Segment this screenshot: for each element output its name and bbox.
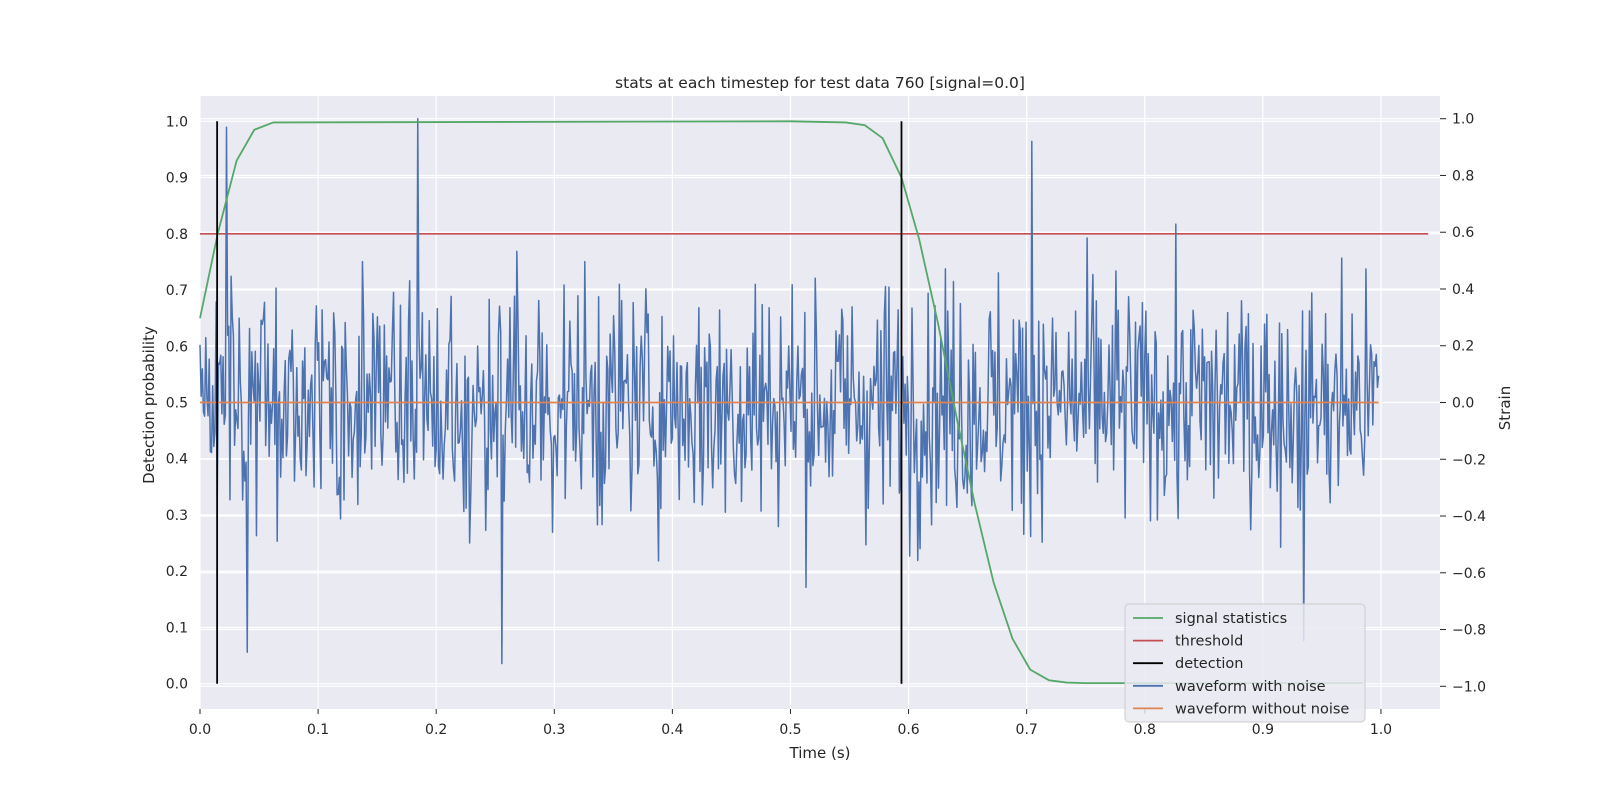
y2-tick-label: −0.8	[1452, 623, 1486, 639]
legend: signal statistics threshold detection wavef…	[1124, 603, 1366, 723]
legend-label: waveform without noise	[1175, 701, 1349, 717]
legend-label: signal statistics	[1175, 611, 1287, 627]
y-tick-label: 0.0	[166, 677, 188, 693]
y-tick-label: 0.7	[166, 283, 188, 299]
x-tick-label: 0.0	[189, 722, 211, 738]
x-tick-label: 0.6	[897, 722, 919, 738]
x-tick-label: 0.8	[1134, 722, 1156, 738]
y2-tick-label: 1.0	[1452, 112, 1474, 128]
y2-tick-label: −0.2	[1452, 452, 1486, 468]
x-axis-label: Time (s)	[789, 744, 851, 762]
chart-title: stats at each timestep for test data 760…	[615, 74, 1025, 92]
y2-tick-label: 0.0	[1452, 396, 1474, 412]
y2-tick-label: −1.0	[1452, 679, 1486, 695]
y-tick-label: 0.1	[166, 620, 188, 636]
y2-tick-label: 0.4	[1452, 282, 1474, 298]
x-tick-label: 0.1	[307, 722, 329, 738]
y2-tick-label: −0.4	[1452, 509, 1486, 525]
y-tick-label: 0.9	[166, 171, 188, 187]
y-tick-labels: 0.0 0.1 0.2 0.3 0.4 0.5 0.6 0.7 0.8 0.9 1.0	[166, 114, 188, 692]
y2-tick-label: −0.6	[1452, 566, 1486, 582]
y-tick-label: 0.8	[166, 227, 188, 243]
legend-label: threshold	[1175, 634, 1243, 650]
y-tick-label: 1.0	[166, 114, 188, 130]
y2-axis-label: Strain	[1496, 386, 1514, 430]
legend-box	[1124, 603, 1366, 723]
y-tick-label: 0.5	[166, 396, 188, 412]
series-layer	[199, 117, 1429, 685]
y2-tick-label: 0.2	[1452, 339, 1474, 355]
x-tick-label: 1.0	[1370, 722, 1392, 738]
y-tick-label: 0.4	[166, 452, 188, 468]
x-tick-label: 0.3	[543, 722, 565, 738]
x-tick-label: 0.5	[779, 722, 801, 738]
y2-tick-labels: −1.0 −0.8 −0.6 −0.4 −0.2 0.0 0.2 0.4 0.6 0.8 1.0	[1452, 112, 1486, 696]
x-tick-label: 0.4	[661, 722, 683, 738]
y2-tick-label: 0.8	[1452, 168, 1474, 184]
signal-statistics-line	[199, 120, 1364, 685]
y-axis-label: Detection probability	[140, 326, 158, 484]
legend-label: waveform with noise	[1175, 679, 1326, 695]
y-tick-label: 0.6	[166, 339, 188, 355]
x-tick-label: 0.7	[1016, 722, 1038, 738]
y-tick-label: 0.2	[166, 564, 188, 580]
y-tick-label: 0.3	[166, 508, 188, 524]
x-tick-labels: 0.0 0.1 0.2 0.3 0.4 0.5 0.6 0.7 0.8 0.9 1.0	[189, 722, 1392, 738]
legend-label: detection	[1175, 656, 1243, 672]
x-tick-label: 0.9	[1252, 722, 1274, 738]
waveform-with-noise-line	[199, 117, 1380, 665]
x-tick-label: 0.2	[425, 722, 447, 738]
y2-tick-label: 0.6	[1452, 225, 1474, 241]
